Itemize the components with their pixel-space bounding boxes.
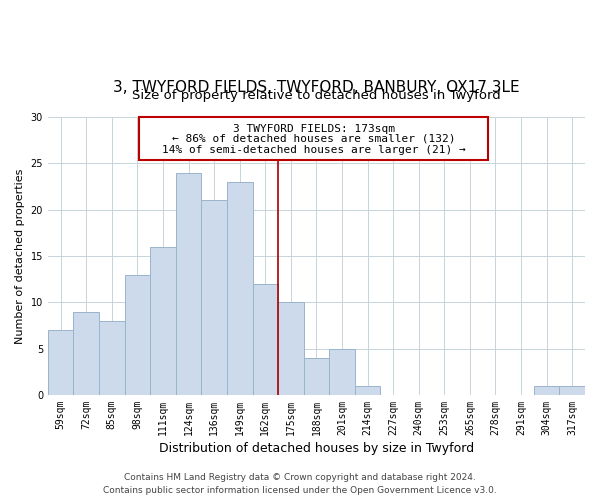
Title: 3, TWYFORD FIELDS, TWYFORD, BANBURY, OX17 3LE: 3, TWYFORD FIELDS, TWYFORD, BANBURY, OX1… <box>113 80 520 95</box>
Bar <box>176 172 202 395</box>
Text: ← 86% of detached houses are smaller (132): ← 86% of detached houses are smaller (13… <box>172 134 455 143</box>
Text: Contains HM Land Registry data © Crown copyright and database right 2024.
Contai: Contains HM Land Registry data © Crown c… <box>103 473 497 495</box>
Bar <box>559 386 585 395</box>
Bar <box>355 386 380 395</box>
Y-axis label: Number of detached properties: Number of detached properties <box>15 168 25 344</box>
Bar <box>150 246 176 395</box>
Text: 14% of semi-detached houses are larger (21) →: 14% of semi-detached houses are larger (… <box>162 144 466 154</box>
Bar <box>73 312 99 395</box>
Bar <box>202 200 227 395</box>
Bar <box>99 321 125 395</box>
Bar <box>329 348 355 395</box>
Text: Size of property relative to detached houses in Twyford: Size of property relative to detached ho… <box>132 88 501 102</box>
X-axis label: Distribution of detached houses by size in Twyford: Distribution of detached houses by size … <box>159 442 474 455</box>
Bar <box>253 284 278 395</box>
Bar <box>48 330 73 395</box>
Text: 3 TWYFORD FIELDS: 173sqm: 3 TWYFORD FIELDS: 173sqm <box>233 124 395 134</box>
Bar <box>304 358 329 395</box>
Bar <box>534 386 559 395</box>
FancyBboxPatch shape <box>139 117 488 160</box>
Bar <box>278 302 304 395</box>
Bar <box>125 274 150 395</box>
Bar <box>227 182 253 395</box>
